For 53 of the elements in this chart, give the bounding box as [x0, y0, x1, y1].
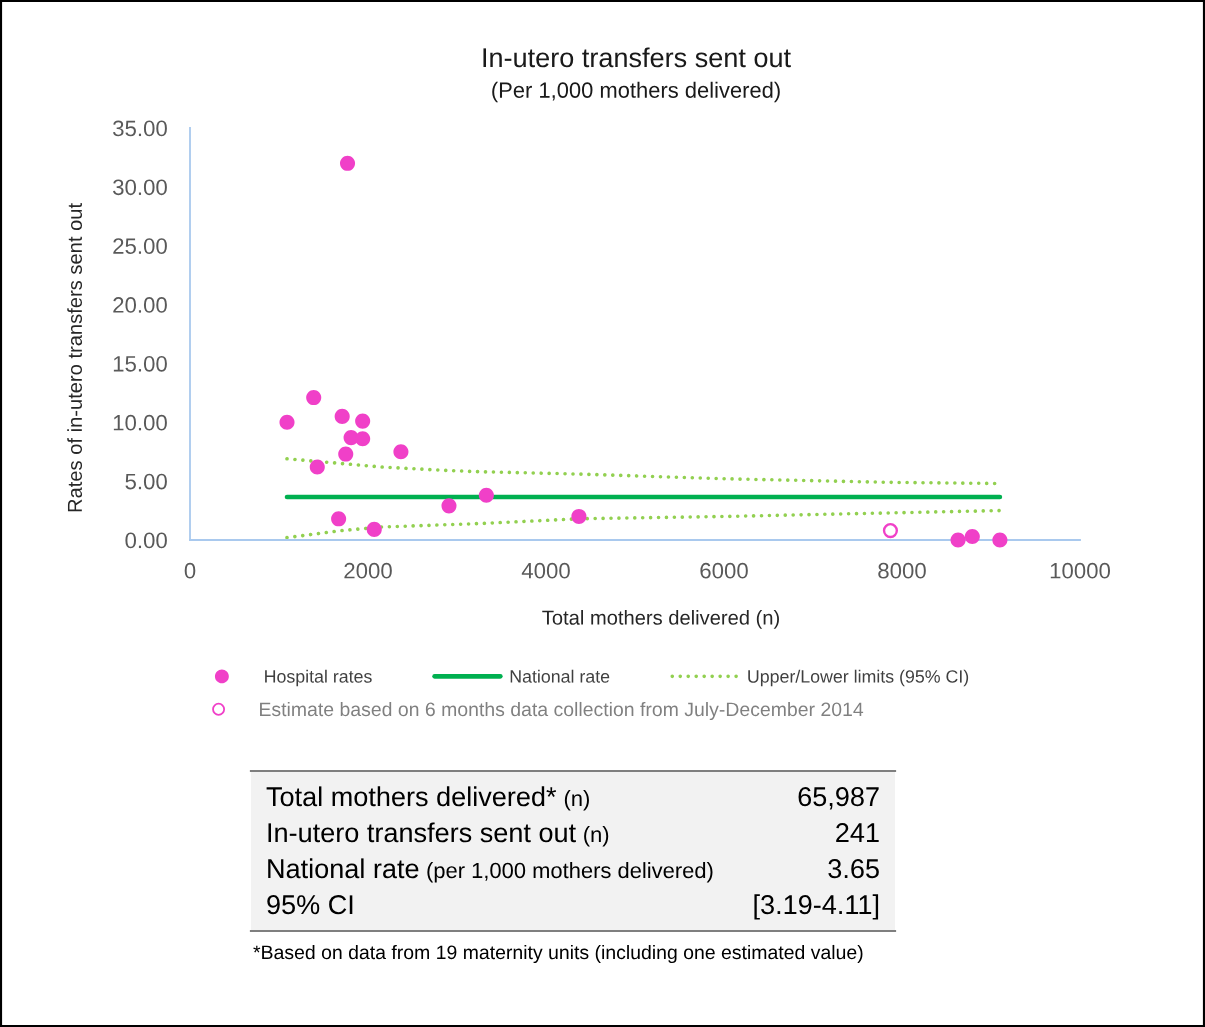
point: [393, 444, 409, 460]
text: (n): [564, 790, 589, 811]
text: (per 1,000 mothers delivered): [427, 862, 713, 883]
text: National rate: [268, 858, 419, 879]
x-tick-label: 10000: [1050, 562, 1111, 579]
x-tick-label: 8000: [878, 562, 926, 579]
text: *Based on data from 19 maternity units (including one estimated value): [253, 944, 863, 964]
y-tick-label: 15.00: [113, 355, 167, 372]
text: 65,987: [798, 787, 879, 810]
y-axis-title: Rates of in-utero transfers sent out: [67, 203, 83, 512]
point: [338, 446, 354, 462]
text: (n): [584, 826, 609, 847]
text: [3.19-4.11]: [754, 894, 879, 920]
legend-label: Estimate based on 6 months data collection from July-December 2014: [260, 701, 864, 721]
point: [309, 459, 325, 475]
point: [882, 523, 899, 539]
y-tick-label: 20.00: [113, 297, 167, 313]
point: [571, 508, 587, 524]
point: [334, 408, 350, 424]
x-tick-label: 2000: [344, 562, 392, 579]
legend-label: Hospital rates: [265, 669, 372, 687]
legend-label: Upper/Lower limits (95% CI): [748, 669, 969, 687]
text: 95% CI: [267, 895, 353, 915]
y-tick-label: 0.00: [125, 532, 167, 549]
point: [355, 413, 371, 429]
point: [339, 155, 356, 171]
y-tick-label: 30.00: [113, 179, 167, 196]
point: [279, 414, 295, 430]
text: 241: [836, 823, 879, 842]
point: [441, 498, 457, 514]
x-tick-label: 4000: [521, 562, 570, 579]
text: Total mothers delivered*: [266, 786, 557, 807]
text: In-utero transfers sent out: [268, 822, 576, 843]
y-tick-label: 35.00: [113, 120, 167, 137]
text: 3.65: [828, 859, 879, 879]
legend-label: National rate: [510, 669, 610, 683]
point: [964, 528, 980, 545]
point: [992, 532, 1008, 548]
x-tick-label: 0: [184, 562, 196, 579]
y-tick-label: 25.00: [113, 238, 167, 254]
x-tick-label: 6000: [700, 562, 748, 579]
line-series: [285, 508, 1002, 540]
point: [331, 511, 347, 527]
chart-subtitle: (Per 1,000 mothers delivered): [492, 81, 780, 103]
y-tick-label: 5.00: [125, 473, 167, 490]
point: [478, 487, 494, 503]
point: [950, 532, 966, 548]
point: [306, 390, 322, 406]
y-tick-label: 10.00: [113, 414, 167, 431]
x-axis-title: Total mothers delivered (n): [542, 610, 779, 629]
point: [366, 521, 382, 537]
point: [355, 431, 371, 447]
chart-title: In-utero transfers sent out: [483, 47, 791, 68]
